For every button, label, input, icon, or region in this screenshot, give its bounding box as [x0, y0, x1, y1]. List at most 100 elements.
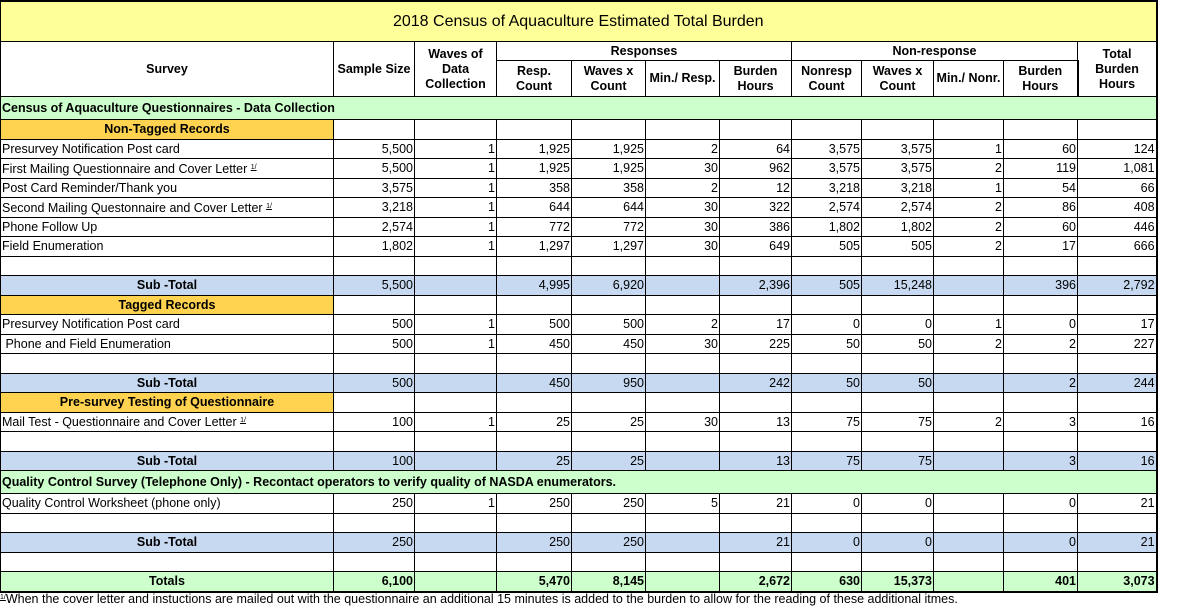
cell: 408 — [1076, 197, 1158, 218]
header-non-response: Non-response — [791, 41, 1078, 61]
cell: 505 — [791, 236, 862, 257]
cell: 30 — [645, 236, 720, 257]
row-label: Sub -Total — [0, 275, 334, 296]
cell — [414, 512, 497, 533]
row-label: Sub -Total — [0, 450, 334, 471]
cell: 21 — [1076, 532, 1158, 553]
cell — [861, 551, 934, 572]
cell: 3,073 — [1076, 571, 1158, 593]
cell: 2 — [933, 236, 1004, 257]
row-label: Sub -Total — [0, 532, 334, 553]
cell: 75 — [861, 411, 934, 432]
cell — [414, 392, 497, 413]
cell — [719, 255, 792, 276]
cell: 358 — [571, 177, 646, 198]
cell: 2,574 — [791, 197, 862, 218]
cell — [861, 353, 934, 374]
cell — [933, 353, 1004, 374]
row-label: Second Mailing Questonnaire and Cover Le… — [0, 197, 334, 218]
cell: 2,672 — [719, 571, 792, 593]
cell — [791, 392, 862, 413]
cell — [1076, 551, 1158, 572]
cell: 30 — [645, 411, 720, 432]
cell — [1003, 255, 1078, 276]
cell — [1076, 119, 1158, 140]
cell: 0 — [1003, 314, 1078, 335]
cell: 0 — [791, 532, 862, 553]
subtotal-row: Sub -Total 100 25 25 13 75 75 3 16 — [0, 450, 1158, 471]
cell: 3,218 — [333, 197, 415, 218]
cell: 772 — [496, 216, 572, 237]
cell: 396 — [1003, 275, 1078, 296]
section-row: Census of Aquaculture Questionnaires - D… — [0, 96, 1158, 120]
row-label: Pre-survey Testing of Questionnaire — [0, 392, 334, 413]
header-nonresp-count: Nonresp Count — [791, 60, 862, 97]
cell: 250 — [571, 493, 646, 514]
header-resp-waves-count: Waves x Count — [571, 60, 646, 97]
cell: 5,500 — [333, 275, 415, 296]
cell — [333, 431, 415, 452]
row-label-text: Pre-survey Testing of Questionnaire — [59, 395, 275, 410]
cell: 250 — [333, 532, 415, 553]
cell — [571, 255, 646, 276]
row-label-text: Presurvey Notification Post card — [2, 141, 180, 156]
cell — [1076, 392, 1158, 413]
cell — [1003, 353, 1078, 374]
cell — [414, 431, 497, 452]
data-row: Presurvey Notification Post card 5,500 1 1,… — [0, 138, 1158, 159]
cell: 25 — [496, 450, 572, 471]
row-label-text: Sub -Total — [136, 535, 198, 550]
row-label: Phone Follow Up — [0, 216, 334, 237]
cell — [496, 255, 572, 276]
cell: 119 — [1003, 158, 1078, 179]
cell: 3,575 — [861, 138, 934, 159]
cell: 25 — [571, 450, 646, 471]
cell: 322 — [719, 197, 792, 218]
header-sample-size: Sample Size — [333, 41, 415, 97]
footnote-marker: 1/ — [0, 594, 6, 601]
cell: 1,802 — [791, 216, 862, 237]
cell: 666 — [1076, 236, 1158, 257]
data-row: Second Mailing Questonnaire and Cover Le… — [0, 197, 1158, 218]
cell: 250 — [496, 532, 572, 553]
cell: 5,500 — [333, 138, 415, 159]
cell — [861, 119, 934, 140]
cell: 450 — [571, 333, 646, 354]
cell: 64 — [719, 138, 792, 159]
footnote-ref: 1/ — [240, 417, 246, 425]
cell: 450 — [496, 372, 572, 393]
cell: 2 — [1003, 333, 1078, 354]
cell: 25 — [496, 411, 572, 432]
cell — [1076, 353, 1158, 374]
cell: 2,574 — [861, 197, 934, 218]
footnote: 1/When the cover letter and instuctions … — [0, 592, 958, 606]
row-label-text: Phone and Field Enumeration — [2, 336, 171, 351]
cell: 500 — [496, 314, 572, 335]
cell — [645, 372, 720, 393]
cell — [333, 551, 415, 572]
cell: 446 — [1076, 216, 1158, 237]
cell — [719, 119, 792, 140]
cell: 15,373 — [861, 571, 934, 593]
cell — [933, 255, 1004, 276]
header-nonresp-waves-count: Waves x Count — [861, 60, 934, 97]
cell: 75 — [791, 450, 862, 471]
cell: 3,575 — [861, 158, 934, 179]
cell: 2 — [933, 216, 1004, 237]
cell: 1 — [414, 158, 497, 179]
cell: 1 — [933, 314, 1004, 335]
header-nonresp-burden: Burden Hours — [1003, 60, 1079, 97]
cell: 13 — [719, 411, 792, 432]
cell: 401 — [1003, 571, 1078, 593]
cell — [645, 353, 720, 374]
cell: 1 — [414, 411, 497, 432]
group-row: Tagged Records — [0, 294, 1158, 315]
data-row: Field Enumeration 1,802 1 1,297 1,297 30 649 50… — [0, 236, 1158, 257]
row-label-text: Post Card Reminder/Thank you — [2, 180, 178, 195]
cell: 1 — [933, 138, 1004, 159]
cell — [933, 493, 1004, 514]
cell: 30 — [645, 197, 720, 218]
cell: 1,925 — [496, 138, 572, 159]
cell: 66 — [1076, 177, 1158, 198]
cell: 25 — [571, 411, 646, 432]
